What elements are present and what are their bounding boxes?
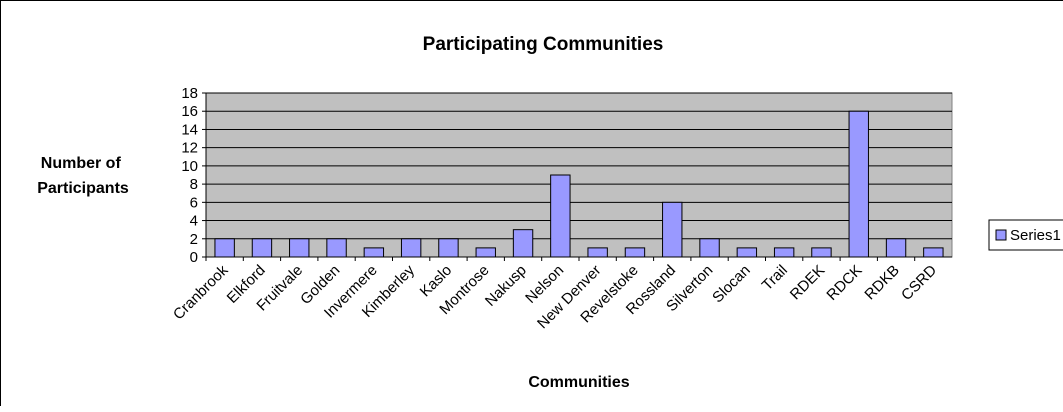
x-tick-label: RDEK [787,262,828,303]
bar-kaslo [438,238,459,258]
y-axis-title: Number of Participants [37,155,129,197]
bar-csrd [923,247,944,258]
x-tick-label: RDKB [861,262,902,303]
y-tick-label: 12 [181,140,198,157]
bar-rossland [662,201,683,258]
x-tick-label: Trail [759,262,791,294]
legend-swatch [995,229,1007,241]
bar-slocan [736,247,758,258]
bar-rdkb [885,238,907,258]
y-tick-label: 10 [181,158,198,175]
x-tick-label: Slocan [709,262,753,306]
bar-silverton [699,238,720,258]
bar-elkford [251,238,273,258]
bars [214,110,944,258]
bar-invermere [363,247,385,258]
y-tick-label: 4 [190,213,198,230]
x-tick-label: Cranbrook [170,261,232,323]
x-axis-labels: CranbrookElkfordFruitvaleGoldenInvermere… [170,257,940,332]
y-tick-label: 0 [190,249,198,266]
x-tick-label: CSRD [898,262,940,304]
bar-fruitvale [289,238,310,258]
x-axis-title: Communities [528,374,629,391]
y-axis-title-line-1: Number of [41,155,122,172]
bar-nakusp [512,229,534,258]
y-axis-title-line-2: Participants [37,180,129,197]
bar-rdek [811,247,832,258]
bar-trail [773,247,795,258]
legend-label: Series1 [1010,227,1061,244]
y-tick-label: 14 [181,121,198,138]
plot-area [205,92,953,258]
chart-title: Participating Communities [423,34,664,55]
y-tick-label: 2 [190,231,198,248]
y-tick-label: 6 [190,194,198,211]
bar-revelstoke [624,247,646,258]
bar-new-denver [587,247,608,258]
y-tick-label: 18 [181,85,198,102]
legend: Series1 [988,219,1063,251]
bar-golden [326,238,347,258]
x-tick-label: Nakusp [482,262,530,310]
bar-rdck [848,110,869,258]
y-tick-label: 8 [190,176,198,193]
bar-nelson [550,174,571,258]
bar-montrose [475,247,496,258]
y-tick-label: 16 [181,103,198,120]
bar-kimberley [400,238,422,258]
x-tick-label: RDCK [823,262,865,304]
bar-cranbrook [214,238,235,258]
